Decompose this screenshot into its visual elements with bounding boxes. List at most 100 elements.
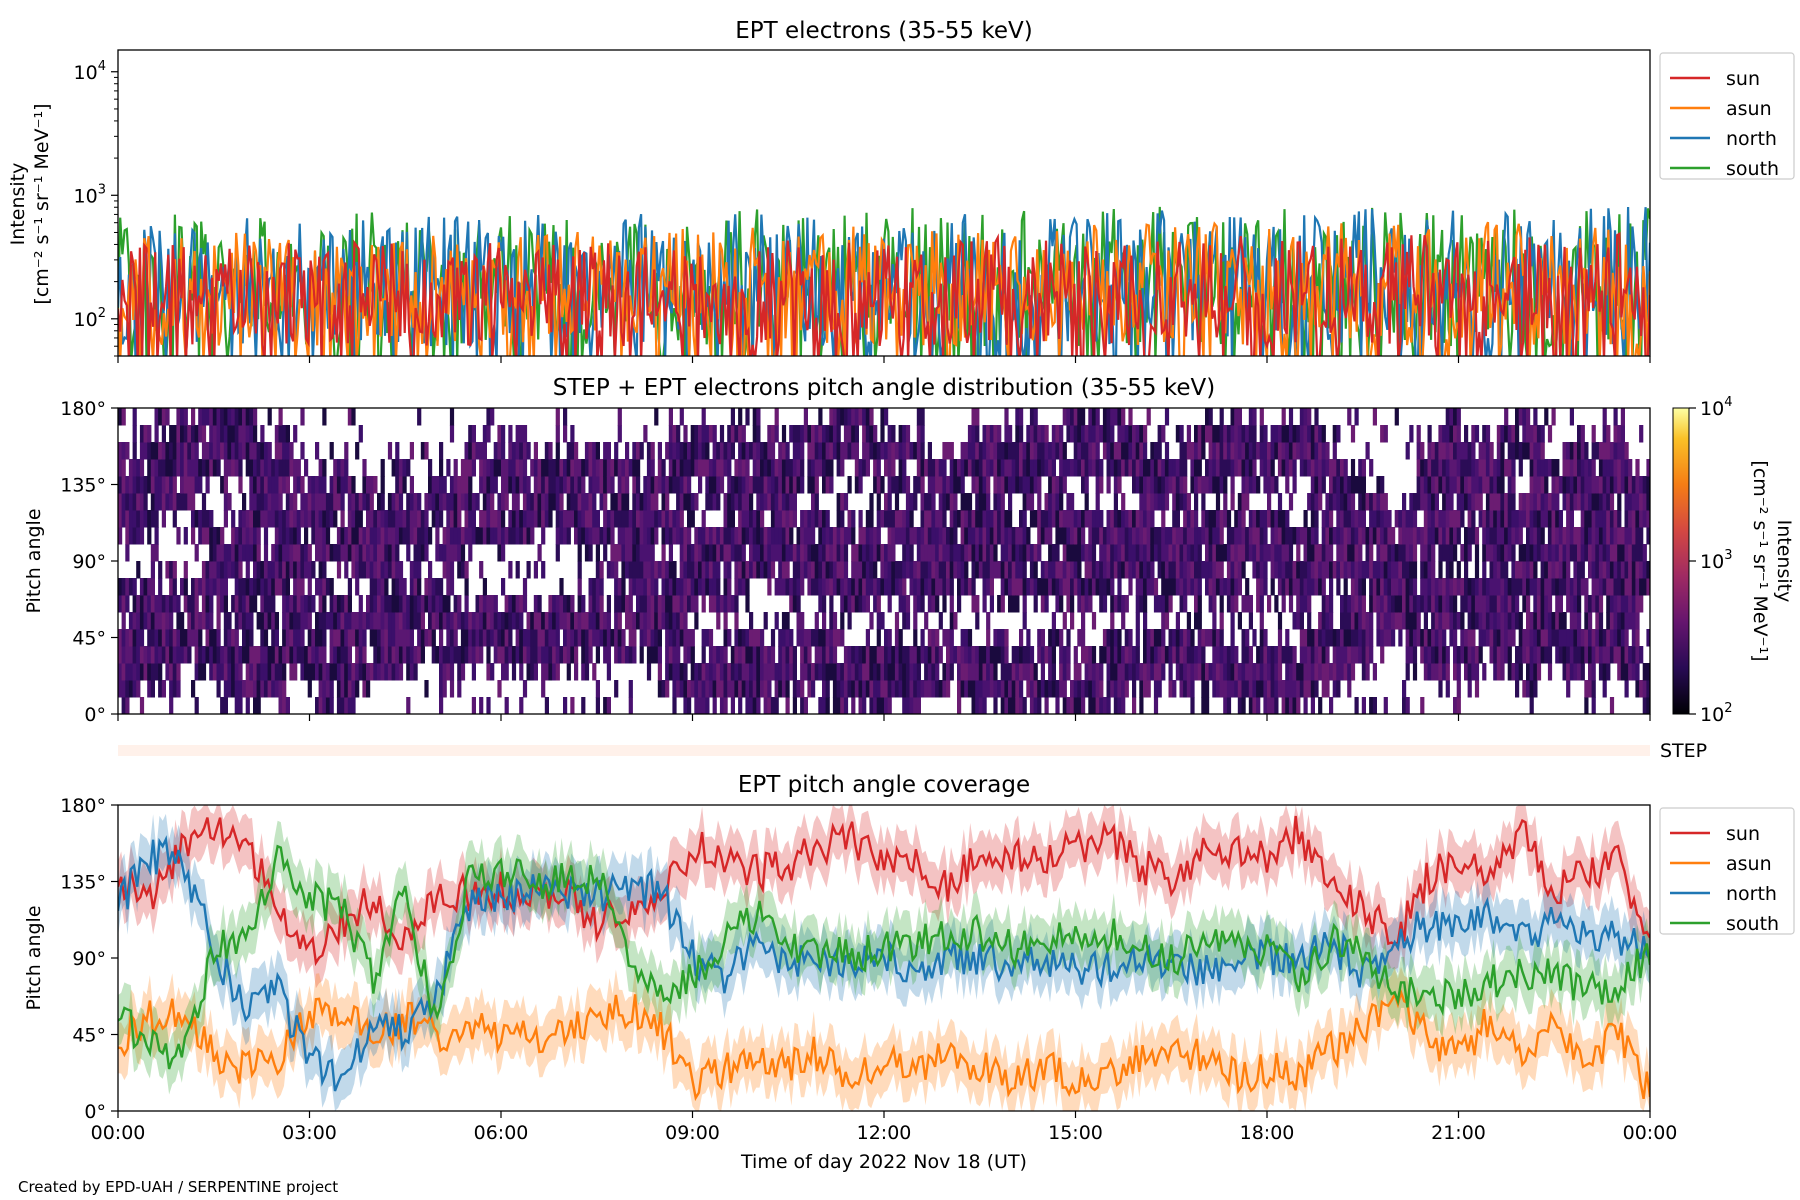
heatmap-cell (989, 663, 994, 681)
heatmap-cell (989, 459, 994, 477)
heatmap-cell (1376, 476, 1381, 494)
heatmap-cell (143, 476, 148, 494)
heatmap-cell (1124, 561, 1129, 579)
heatmap-cell (1267, 680, 1272, 698)
heatmap-cell (1048, 629, 1053, 647)
heatmap-cell (508, 476, 513, 494)
heatmap-cell (1391, 612, 1396, 630)
heatmap-cell (588, 646, 593, 664)
heatmap-cell (402, 459, 407, 477)
heatmap-cell (1347, 646, 1352, 664)
heatmap-cell (1431, 561, 1436, 579)
heatmap-cell (657, 595, 662, 613)
heatmap-cell (482, 459, 487, 477)
heatmap-cell (574, 493, 579, 511)
heatmap-cell (989, 646, 994, 664)
heatmap-cell (260, 476, 265, 494)
heatmap-cell (475, 493, 480, 511)
heatmap-cell (1117, 442, 1122, 460)
heatmap-cell (1416, 425, 1421, 443)
heatmap-cell (1172, 561, 1177, 579)
heatmap-cell (1135, 561, 1140, 579)
heatmap-cell (716, 561, 721, 579)
heatmap-cell (282, 578, 287, 596)
heatmap-cell (220, 476, 225, 494)
heatmap-cell (1022, 612, 1027, 630)
heatmap-cell (169, 442, 174, 460)
heatmap-cell (668, 510, 673, 528)
heatmap-cell (435, 544, 440, 562)
heatmap-cell (946, 527, 951, 545)
heatmap-cell (333, 663, 338, 681)
heatmap-cell (592, 578, 597, 596)
heatmap-cell (683, 663, 688, 681)
heatmap-cell (1332, 680, 1337, 698)
heatmap-cell (1237, 510, 1242, 528)
heatmap-cell (176, 442, 181, 460)
distribution-panel: STEP + EPT electrons pitch angle distrib… (23, 375, 1795, 762)
heatmap-cell (617, 578, 622, 596)
heatmap-cell (1248, 459, 1253, 477)
heatmap-cell (887, 442, 892, 460)
heatmap-cell (738, 527, 743, 545)
heatmap-cell (687, 544, 692, 562)
heatmap-cell (1051, 578, 1056, 596)
heatmap-cell (493, 595, 498, 613)
heatmap-cell (606, 510, 611, 528)
heatmap-cell (778, 680, 783, 698)
heatmap-cell (1358, 459, 1363, 477)
heatmap-cell (347, 476, 352, 494)
heatmap-cell (1132, 561, 1137, 579)
heatmap-cell (1263, 476, 1268, 494)
heatmap-cell (205, 408, 210, 426)
heatmap-cell (1215, 629, 1221, 647)
heatmap-cell (1201, 425, 1206, 443)
heatmap-cell (1128, 544, 1133, 562)
heatmap-cell (490, 629, 495, 647)
heatmap-cell (125, 578, 130, 596)
heatmap-cell (825, 459, 830, 477)
heatmap-cell (862, 663, 867, 681)
heatmap-cell (311, 561, 316, 579)
heatmap-cell (1365, 629, 1370, 647)
heatmap-cell (1070, 561, 1075, 579)
heatmap-cell (205, 527, 210, 545)
heatmap-cell (606, 476, 611, 494)
heatmap-cell (504, 527, 509, 545)
heatmap-cell (1405, 544, 1410, 562)
heatmap-cell (1270, 561, 1275, 579)
heatmap-cell (625, 459, 630, 477)
heatmap-cell (741, 561, 746, 579)
heatmap-cell (792, 646, 797, 664)
heatmap-cell (1004, 680, 1009, 698)
heatmap-cell (490, 493, 495, 511)
heatmap-cell (253, 544, 258, 562)
heatmap-cell (227, 646, 232, 664)
heatmap-cell (679, 663, 684, 681)
heatmap-cell (344, 459, 349, 477)
heatmap-cell (1263, 629, 1268, 647)
heatmap-cell (227, 442, 232, 460)
heatmap-cell (362, 459, 367, 477)
heatmap-cell (464, 527, 469, 545)
heatmap-cell (198, 612, 203, 630)
heatmap-cell (428, 578, 433, 596)
heatmap-cell (552, 663, 557, 681)
heatmap-cell (176, 663, 181, 681)
heatmap-cell (1190, 527, 1195, 545)
heatmap-cell (511, 527, 517, 545)
heatmap-cell (409, 646, 414, 664)
heatmap-cell (792, 663, 797, 681)
heatmap-cell (884, 646, 889, 664)
heatmap-cell (628, 629, 633, 647)
heatmap-cell (180, 476, 185, 494)
heatmap-cell (176, 459, 181, 477)
heatmap-cell (1449, 527, 1454, 545)
heatmap-cell (858, 544, 863, 562)
heatmap-cell (632, 612, 637, 630)
heatmap-cell (946, 476, 951, 494)
heatmap-cell (843, 544, 849, 562)
heatmap-cell (1117, 663, 1122, 681)
heatmap-cell (1230, 527, 1235, 545)
heatmap-cell (727, 527, 732, 545)
